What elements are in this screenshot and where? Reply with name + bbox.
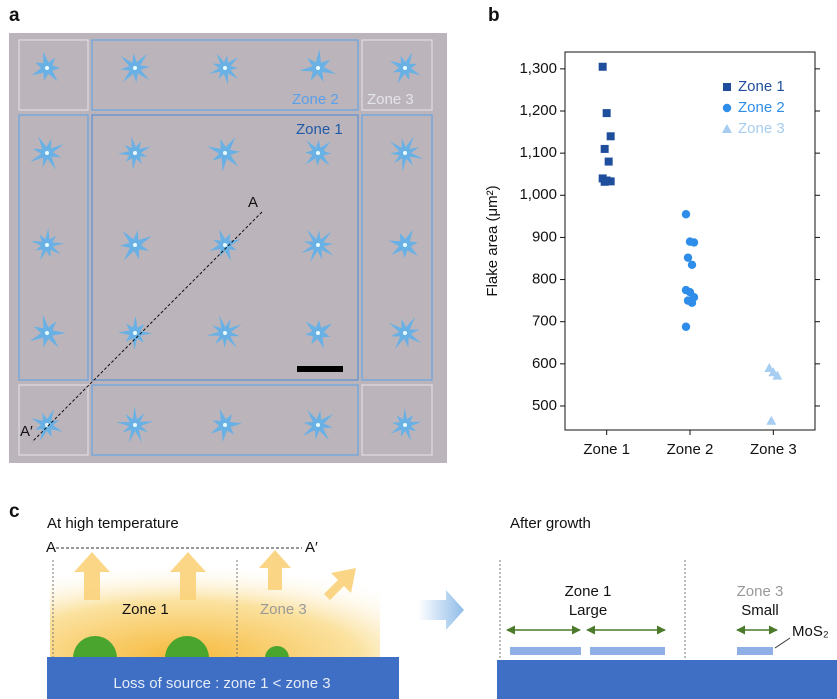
y-tick-label: 1,300 (519, 60, 557, 77)
panel-label: b (488, 5, 500, 26)
section-end: A′ (20, 423, 33, 440)
substrate (497, 660, 837, 699)
scale-bar (297, 366, 343, 372)
y-tick-label: 500 (532, 397, 557, 414)
point (683, 253, 693, 262)
point (681, 210, 691, 219)
y-tick-label: 1,200 (519, 102, 557, 119)
flake-center (45, 243, 49, 247)
chart: 500 600 700 800 900 1,000 1,100 1,200 1,300 Flake… (484, 51, 820, 458)
size-label: Small (741, 602, 779, 619)
flake-center (316, 66, 320, 70)
flake-center (403, 331, 407, 335)
substrate (47, 657, 399, 699)
flake (299, 49, 337, 82)
zone-label: Zone 1 (122, 601, 169, 618)
flake (388, 229, 418, 258)
material-label: MoS₂ (792, 623, 829, 640)
flake-center (45, 151, 49, 155)
zone-label: Zone 3 (260, 601, 307, 618)
caption: At high temperature (47, 515, 179, 532)
flake-films (510, 647, 773, 655)
flake-center (403, 243, 407, 247)
flake (207, 137, 240, 172)
point (606, 132, 615, 141)
section-line (31, 211, 263, 443)
flake-center (223, 331, 227, 335)
legend-marker (722, 103, 732, 113)
point (606, 177, 615, 186)
flake-center (316, 423, 320, 427)
flake (31, 51, 60, 82)
source-particles (73, 636, 289, 658)
flake-center (223, 423, 227, 427)
flake-center (223, 66, 227, 70)
y-axis-label: Flake area (μm²) (484, 185, 501, 296)
flake-center (316, 331, 320, 335)
point (600, 144, 609, 153)
section-start: A (248, 194, 258, 211)
x-tick-label: Zone 3 (750, 441, 797, 458)
point (598, 62, 607, 71)
y-tick-label: 600 (532, 355, 557, 372)
point (766, 415, 777, 425)
section-start: A (46, 539, 56, 556)
legend-label: Zone 3 (738, 120, 785, 137)
zone-label: Zone 1 (565, 583, 612, 600)
point (600, 177, 609, 186)
point (681, 322, 691, 331)
legend-label: Zone 1 (738, 78, 785, 95)
point (602, 109, 611, 118)
flake-center (223, 151, 227, 155)
flakes (29, 49, 424, 443)
zone-label: Zone 3 (367, 91, 414, 108)
point (764, 363, 775, 373)
flake-center (133, 423, 137, 427)
process-arrow (418, 590, 464, 630)
flake-center (403, 423, 407, 427)
y-tick-label: 700 (532, 313, 557, 330)
flake-center (316, 243, 320, 247)
flake (29, 314, 66, 348)
point (687, 298, 697, 307)
caption: After growth (510, 515, 591, 532)
y-tick-label: 800 (532, 271, 557, 288)
flake-center (316, 151, 320, 155)
legend-label: Zone 2 (738, 99, 785, 116)
point (772, 370, 783, 380)
size-label: Large (569, 602, 607, 619)
y-tick-label: 1,000 (519, 186, 557, 203)
flake-center (223, 243, 227, 247)
zone-boxes (18, 39, 433, 456)
panel-label: c (9, 501, 20, 522)
legend-marker (723, 83, 731, 91)
x-tick-label: Zone 1 (583, 441, 630, 458)
panel-label: a (9, 5, 20, 26)
x-tick-label: Zone 2 (667, 441, 714, 458)
zone-label: Zone 3 (737, 583, 784, 600)
substrate-label: Loss of source : zone 1 < zone 3 (113, 675, 330, 692)
flake-center (45, 66, 49, 70)
y-tick-label: 1,100 (519, 144, 557, 161)
point (604, 157, 613, 166)
flake-center (133, 66, 137, 70)
zone-label: Zone 2 (292, 91, 339, 108)
leader (774, 637, 791, 649)
flake-center (403, 151, 407, 155)
section-end: A′ (305, 539, 318, 556)
flake-center (403, 66, 407, 70)
point (689, 238, 699, 247)
flux-arrows (74, 550, 356, 600)
legend-marker (722, 124, 732, 133)
flake-center (133, 331, 137, 335)
flake-center (133, 151, 137, 155)
flake-center (133, 243, 137, 247)
point (687, 260, 697, 270)
zone-label: Zone 1 (296, 121, 343, 138)
flake-center (45, 331, 49, 335)
y-tick-label: 900 (532, 228, 557, 245)
